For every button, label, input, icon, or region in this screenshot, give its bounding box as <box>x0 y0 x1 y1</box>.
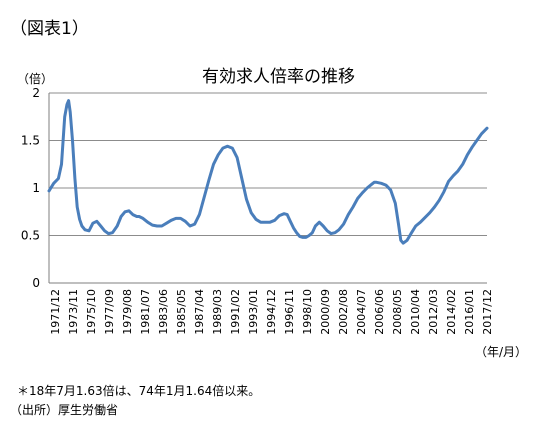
x-tick-label: 1973/11 <box>67 289 80 335</box>
y-tick-label: 0 <box>32 276 40 290</box>
x-tick-label: 1983/06 <box>157 289 170 335</box>
x-tick-label: 1971/12 <box>49 289 62 335</box>
x-tick-label: 1981/07 <box>139 289 152 335</box>
x-tick-label: 2006/06 <box>373 289 386 335</box>
x-tick-label: 2000/09 <box>319 289 332 335</box>
x-tick-label: 2004/07 <box>355 289 368 335</box>
x-axis-unit-label: （年/月） <box>475 345 528 359</box>
y-tick-label: 1 <box>32 181 40 195</box>
x-tick-label: 1979/08 <box>121 289 134 335</box>
x-tick-labels: 1971/12 1973/11 1975/10 1977/09 1979/08 1981/… <box>49 289 494 335</box>
x-tick-label: 2010/04 <box>409 289 422 335</box>
source-note: （出所）厚生労働省 <box>10 403 119 417</box>
x-tick-label: 1985/05 <box>175 289 188 335</box>
gridlines <box>49 92 487 236</box>
x-tick-label: 1987/04 <box>193 289 206 335</box>
series-line <box>47 99 489 245</box>
chart-title: 有効求人倍率の推移 <box>202 67 355 87</box>
y-tick-label: 0.5 <box>21 229 40 243</box>
x-tick-label: 2002/08 <box>337 289 350 335</box>
y-tick-labels: 0 0.5 1 1.5 2 <box>21 86 40 290</box>
x-tick-label: 1975/10 <box>85 289 98 335</box>
x-tick-label: 1998/10 <box>301 289 314 335</box>
axes <box>48 93 487 284</box>
x-tick-label: 1994/12 <box>265 289 278 335</box>
x-tick-label: 1991/02 <box>229 289 242 335</box>
x-tick-label: 1989/03 <box>211 289 224 335</box>
x-tick-label: 2012/03 <box>427 289 440 335</box>
series-layer <box>47 99 489 245</box>
x-tick-label: 2016/01 <box>463 289 476 335</box>
x-tick-label: 2008/05 <box>391 289 404 335</box>
x-tick-label: 2014/02 <box>445 289 458 335</box>
y-tick-label: 1.5 <box>21 134 40 148</box>
figure-label: （図表1） <box>10 19 89 39</box>
y-axis-unit-label: （倍） <box>17 72 54 86</box>
x-tick-label: 1996/11 <box>283 289 296 335</box>
x-tick-label: 1993/01 <box>247 289 260 335</box>
x-tick-label: 1977/09 <box>103 289 116 335</box>
x-tick-label: 2017/12 <box>481 289 494 335</box>
footnote: ＊18年7月1.63倍は、74年1月1.64倍以来。 <box>17 384 261 398</box>
y-tick-label: 2 <box>32 86 40 100</box>
